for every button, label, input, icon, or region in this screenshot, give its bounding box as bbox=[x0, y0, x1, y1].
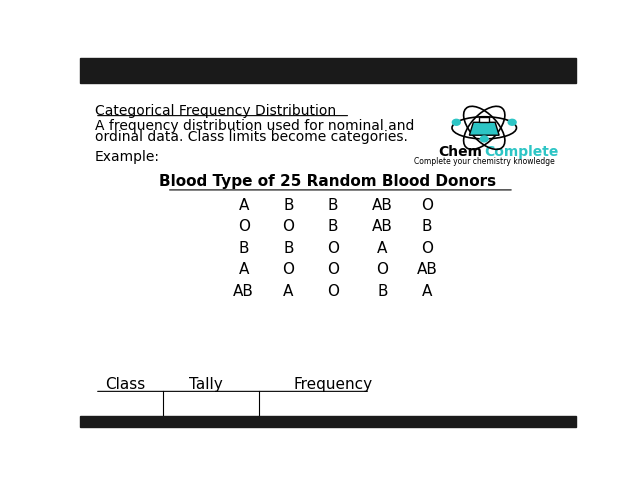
Bar bbox=[80, 58, 576, 84]
Text: A frequency distribution used for nominal and: A frequency distribution used for nomina… bbox=[95, 119, 414, 133]
Text: B: B bbox=[328, 198, 338, 213]
Text: AB: AB bbox=[372, 219, 393, 234]
Text: Chem: Chem bbox=[438, 145, 482, 159]
Text: O: O bbox=[327, 241, 339, 256]
Text: B: B bbox=[283, 241, 294, 256]
Text: ordinal data. Class limits become categories.: ordinal data. Class limits become catego… bbox=[95, 130, 408, 144]
Text: A: A bbox=[378, 241, 388, 256]
Polygon shape bbox=[479, 117, 489, 122]
Text: Tally: Tally bbox=[189, 377, 223, 392]
Text: Example:: Example: bbox=[95, 150, 160, 164]
Text: O: O bbox=[327, 284, 339, 299]
Polygon shape bbox=[469, 122, 499, 135]
Text: Creating Categorical Frequency Distributions: Creating Categorical Frequency Distribut… bbox=[47, 59, 609, 83]
Text: O: O bbox=[376, 262, 388, 277]
Circle shape bbox=[508, 120, 516, 125]
Text: O: O bbox=[282, 219, 294, 234]
Text: O: O bbox=[282, 262, 294, 277]
Text: O: O bbox=[421, 241, 433, 256]
Text: Categorical Frequency Distribution: Categorical Frequency Distribution bbox=[95, 104, 336, 118]
Text: B: B bbox=[283, 198, 294, 213]
Text: B: B bbox=[328, 219, 338, 234]
Text: Class: Class bbox=[105, 377, 145, 392]
Text: A: A bbox=[239, 262, 249, 277]
Text: B: B bbox=[239, 241, 249, 256]
Text: Complete: Complete bbox=[484, 145, 559, 159]
Text: O: O bbox=[327, 262, 339, 277]
Text: A: A bbox=[239, 198, 249, 213]
Circle shape bbox=[452, 120, 460, 125]
Text: Frequency: Frequency bbox=[293, 377, 372, 392]
Text: Complete your chemistry knowledge: Complete your chemistry knowledge bbox=[414, 156, 555, 166]
Text: A: A bbox=[422, 284, 433, 299]
Text: A: A bbox=[283, 284, 294, 299]
Text: B: B bbox=[378, 284, 388, 299]
Text: Blood Type of 25 Random Blood Donors: Blood Type of 25 Random Blood Donors bbox=[159, 174, 497, 189]
Text: AB: AB bbox=[417, 262, 438, 277]
Text: AB: AB bbox=[233, 284, 254, 299]
Bar bbox=[80, 416, 576, 427]
Text: AB: AB bbox=[372, 198, 393, 213]
Text: O: O bbox=[237, 219, 250, 234]
Text: B: B bbox=[422, 219, 433, 234]
Circle shape bbox=[480, 136, 488, 142]
Text: O: O bbox=[421, 198, 433, 213]
